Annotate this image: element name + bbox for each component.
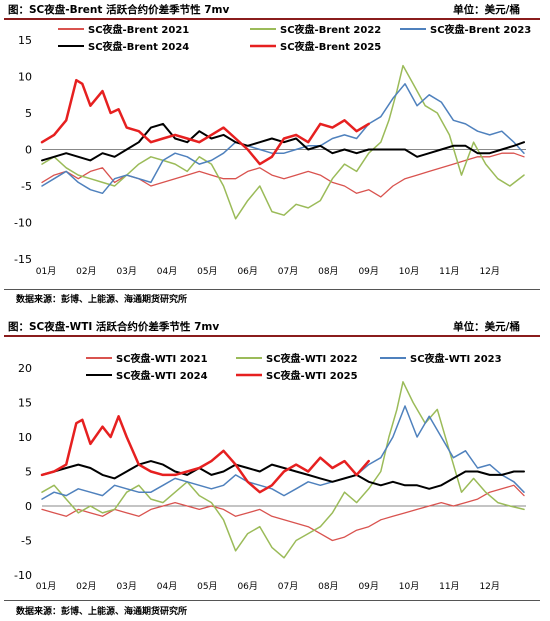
y-tick-label: 10 — [18, 71, 32, 84]
x-tick-label: 06月 — [237, 581, 257, 592]
x-tick-label: 07月 — [278, 266, 298, 277]
x-tick-label: 10月 — [399, 266, 419, 277]
series-line — [41, 460, 525, 490]
x-tick-label: 12月 — [479, 581, 499, 592]
x-tick-label: 07月 — [278, 581, 298, 592]
series-line — [41, 381, 525, 559]
x-tick-label: 05月 — [197, 266, 217, 277]
x-tick-label: 04月 — [157, 581, 177, 592]
y-tick-label: -10 — [14, 569, 32, 582]
y-tick-label: -10 — [14, 217, 32, 230]
x-tick-label: 01月 — [36, 581, 56, 592]
y-tick-label: -5 — [21, 535, 32, 548]
y-tick-label: 0 — [25, 144, 32, 157]
legend-label: SC夜盘-Brent 2025 — [280, 40, 381, 53]
x-tick-label: 11月 — [439, 581, 459, 592]
x-tick-label: 09月 — [358, 581, 378, 592]
legend-label: SC夜盘-Brent 2021 — [88, 23, 189, 36]
legend-label: SC夜盘-Brent 2023 — [430, 23, 531, 36]
chart2-header: 图：SC夜盘-WTI 活跃合约价差季节性 7mv 单位：美元/桶 — [0, 318, 550, 334]
series-line — [40, 415, 370, 494]
x-tick-label: 02月 — [76, 581, 96, 592]
x-tick-label: 01月 — [36, 266, 56, 277]
series-line — [41, 122, 525, 162]
y-tick-label: 0 — [25, 500, 32, 513]
y-tick-label: 15 — [18, 34, 32, 47]
y-tick-label: -15 — [14, 253, 32, 266]
chart2-unit: 单位：美元/桶 — [453, 321, 520, 333]
chart2-source: 数据来源：彭博、上能源、海通期货研究所 — [16, 607, 188, 617]
x-tick-label: 06月 — [237, 266, 257, 277]
legend-label: SC夜盘-WTI 2021 — [116, 352, 208, 365]
y-tick-label: 10 — [18, 431, 32, 444]
legend-label: SC夜盘-WTI 2022 — [266, 352, 358, 365]
x-tick-label: 08月 — [318, 266, 338, 277]
legend-label: SC夜盘-WTI 2024 — [116, 369, 208, 382]
series-line — [41, 484, 525, 542]
series-line — [41, 152, 525, 198]
x-tick-label: 05月 — [197, 581, 217, 592]
chart1-bottom-rule — [4, 289, 540, 290]
series-line — [41, 83, 525, 195]
y-tick-label: 20 — [18, 362, 32, 375]
chart1-source: 数据来源：彭博、上能源、海通期货研究所 — [16, 295, 188, 305]
y-tick-label: 15 — [18, 397, 32, 410]
y-tick-label: 5 — [25, 107, 32, 120]
chart2-title: 图：SC夜盘-WTI 活跃合约价差季节性 7mv — [8, 321, 220, 333]
x-tick-label: 10月 — [399, 581, 419, 592]
x-tick-label: 12月 — [479, 266, 499, 277]
x-tick-label: 09月 — [358, 266, 378, 277]
chart1-header: 图：SC夜盘-Brent 活跃合约价差季节性 7mv 单位：美元/桶 — [0, 1, 550, 17]
chart1-title: 图：SC夜盘-Brent 活跃合约价差季节性 7mv — [8, 4, 230, 16]
series-line — [41, 405, 525, 500]
chart2-top-rule — [4, 335, 540, 337]
legend-label: SC夜盘-Brent 2024 — [88, 40, 189, 53]
x-tick-label: 02月 — [76, 266, 96, 277]
chart1-unit: 单位：美元/桶 — [453, 4, 520, 16]
chart1-top-rule — [4, 18, 540, 20]
x-tick-label: 03月 — [116, 581, 136, 592]
x-tick-label: 08月 — [318, 581, 338, 592]
chart2-bottom-rule — [4, 600, 540, 601]
series-line — [41, 64, 525, 220]
series-line — [40, 78, 370, 166]
legend-label: SC夜盘-WTI 2025 — [266, 369, 358, 382]
chart2-plot: 20 15 10 5 0 -5 -10 01月 02月 03月 04月 05月 06月 07月 08月 09月… — [14, 352, 526, 592]
x-tick-label: 03月 — [116, 266, 136, 277]
legend-label: SC夜盘-WTI 2023 — [410, 352, 502, 365]
chart1-plot: 15 10 5 0 -5 -10 -15 01月 02月 03月 04月 05月 06月 07月 08月 09… — [14, 23, 531, 277]
x-tick-label: 11月 — [439, 266, 459, 277]
x-tick-label: 04月 — [157, 266, 177, 277]
y-tick-label: -5 — [21, 180, 32, 193]
legend-label: SC夜盘-Brent 2022 — [280, 23, 381, 36]
y-tick-label: 5 — [25, 466, 32, 479]
